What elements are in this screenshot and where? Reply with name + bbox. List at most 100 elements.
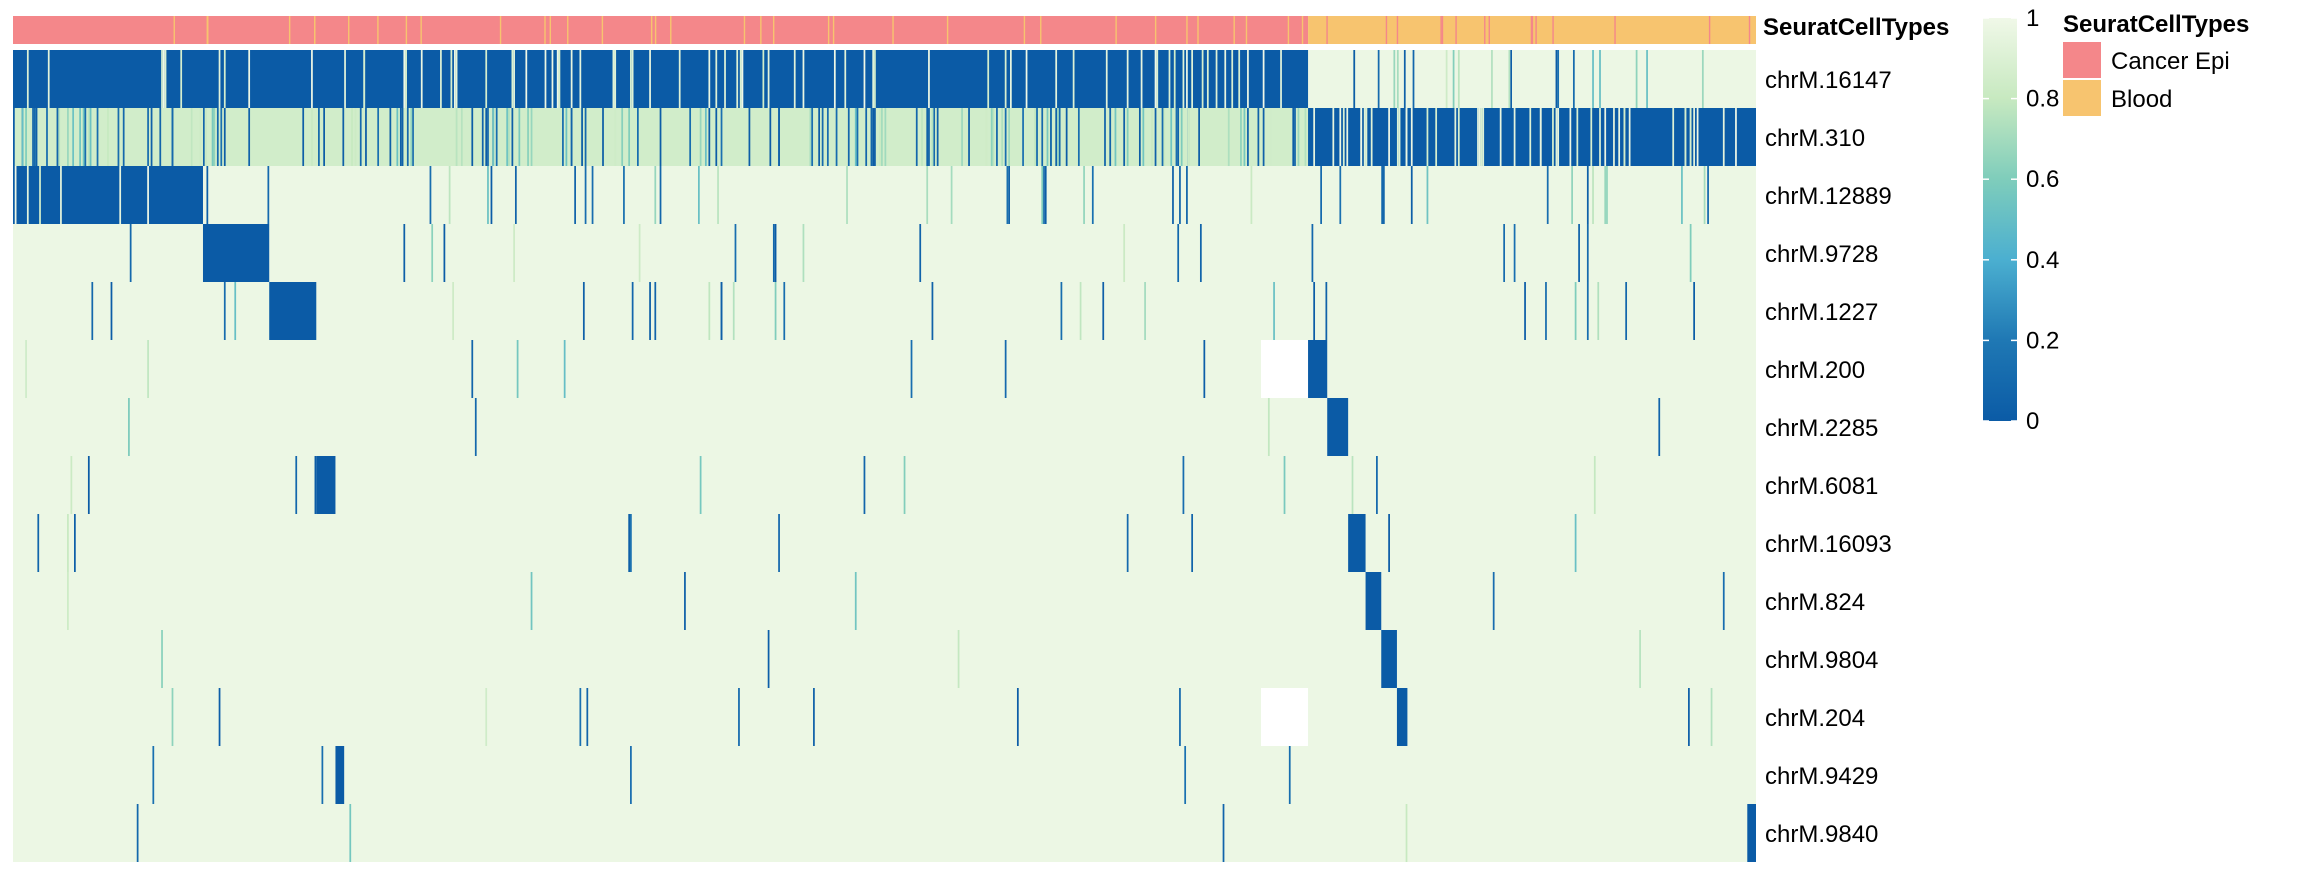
heatmap-cell (1283, 456, 1286, 514)
heatmap-cell (881, 108, 883, 166)
heatmap-cell (636, 108, 639, 166)
heatmap-cell (762, 50, 765, 108)
heatmap-cell (584, 166, 587, 224)
annotation-mixed-cell (1154, 16, 1157, 44)
heatmap-block (1308, 108, 1756, 166)
heatmap-cell (1114, 108, 1117, 166)
heatmap-cell (1262, 50, 1265, 108)
heatmap-cell (1041, 166, 1044, 224)
heatmap-cell (612, 50, 615, 108)
heatmap-cell (199, 108, 202, 166)
heatmap-cell (1377, 50, 1380, 108)
heatmap-cell (56, 108, 59, 166)
heatmap-cell (1703, 166, 1706, 224)
heatmap-cell (1388, 108, 1390, 166)
heatmap-cell (623, 166, 625, 224)
row-label: chrM.9728 (1765, 241, 1878, 268)
heatmap-cell (903, 456, 906, 514)
heatmap-cell (1405, 804, 1408, 862)
heatmap-cell (1499, 108, 1502, 166)
heatmap-cell (218, 50, 221, 108)
heatmap-cell (110, 282, 113, 340)
heatmap-cell (1046, 108, 1049, 166)
heatmap-row-background (13, 456, 1756, 514)
heatmap-cell (856, 108, 859, 166)
heatmap-cell (1257, 108, 1260, 166)
annotation-mixed-cell (1396, 16, 1399, 44)
heatmap-cell (957, 630, 960, 688)
legend-item-label: Cancer Epi (2111, 48, 2230, 75)
heatmap-cell (1693, 108, 1695, 166)
heatmap-cell (1182, 50, 1185, 108)
heatmap-row-chrM-6081 (13, 456, 1756, 514)
heatmap-cell (919, 224, 922, 282)
heatmap-cell (809, 108, 812, 166)
heatmap-cell (211, 108, 214, 166)
heatmap-cell (248, 108, 251, 166)
annotation-name: SeuratCellTypes (1763, 14, 1949, 41)
heatmap-cell (1508, 50, 1511, 108)
heatmap-cell (835, 108, 838, 166)
annotation-mixed-cell (314, 16, 316, 44)
heatmap-cell (1215, 50, 1218, 108)
heatmap-cell (811, 108, 814, 166)
heatmap-block (1348, 514, 1366, 572)
heatmap-cell (1513, 224, 1516, 282)
heatmap-block (1396, 688, 1408, 746)
heatmap-cell (389, 108, 392, 166)
heatmap-cell (1639, 630, 1641, 688)
heatmap-cell (826, 108, 829, 166)
heatmap-row-chrM-824 (13, 572, 1756, 630)
heatmap-cell (1156, 50, 1159, 108)
heatmap-cell (699, 108, 702, 166)
heatmap-block (1327, 398, 1349, 456)
heatmap-cell (581, 108, 583, 166)
heatmap-block (1260, 688, 1309, 746)
row-label: chrM.16147 (1765, 67, 1892, 94)
heatmap-cell (1009, 50, 1012, 108)
heatmap-cell (1339, 108, 1342, 166)
heatmap-cell (1599, 108, 1601, 166)
heatmap-cell (1016, 688, 1019, 746)
heatmap-cell (1001, 108, 1004, 166)
heatmap-cell (485, 108, 488, 166)
heatmap-cell (180, 50, 183, 108)
heatmap-cell (60, 166, 62, 224)
colorbar: 1 0.8 0.6 0.4 0.2 0 (1983, 5, 2059, 435)
heatmap-cell (1041, 108, 1044, 166)
annotation-mixed-cell (1552, 16, 1554, 44)
heatmap-cell (1586, 224, 1589, 282)
heatmap-cell (487, 108, 489, 166)
heatmap-row-chrM-200 (13, 340, 1756, 398)
heatmap-cell (1008, 166, 1010, 224)
heatmap-cell (21, 108, 24, 166)
heatmap-cell (1593, 456, 1596, 514)
heatmap-cell (401, 108, 404, 166)
heatmap-cell (377, 108, 380, 166)
heatmap-row-background (13, 340, 1756, 398)
heatmap-cell (1555, 108, 1558, 166)
heatmap-cell (1091, 166, 1094, 224)
heatmap-cell (802, 224, 805, 282)
heatmap-cell (1688, 688, 1690, 746)
heatmap-cell (1055, 50, 1058, 108)
heatmap-cell (1360, 108, 1363, 166)
heatmap-cell (1539, 108, 1542, 166)
heatmap-cell (117, 108, 120, 166)
heatmap-cell (1154, 108, 1157, 166)
legend-swatch (2063, 42, 2101, 78)
heatmap-row-background (13, 630, 1756, 688)
legend: SeuratCellTypes Cancer Epi Blood (2063, 11, 2249, 116)
heatmap-cell (1154, 50, 1157, 108)
heatmap-cell (1227, 108, 1230, 166)
heatmap-cell (1280, 50, 1282, 108)
heatmap-cell (1382, 166, 1385, 224)
heatmap-cell (1292, 108, 1295, 166)
heatmap-cell (1365, 108, 1368, 166)
heatmap-cell (772, 224, 775, 282)
heatmap-block (1381, 630, 1397, 688)
annotation-mixed-cell (1233, 16, 1235, 44)
heatmap-cell (399, 108, 402, 166)
colorbar-tick-label: 0.4 (2026, 247, 2059, 274)
heatmap-cell (1123, 108, 1126, 166)
